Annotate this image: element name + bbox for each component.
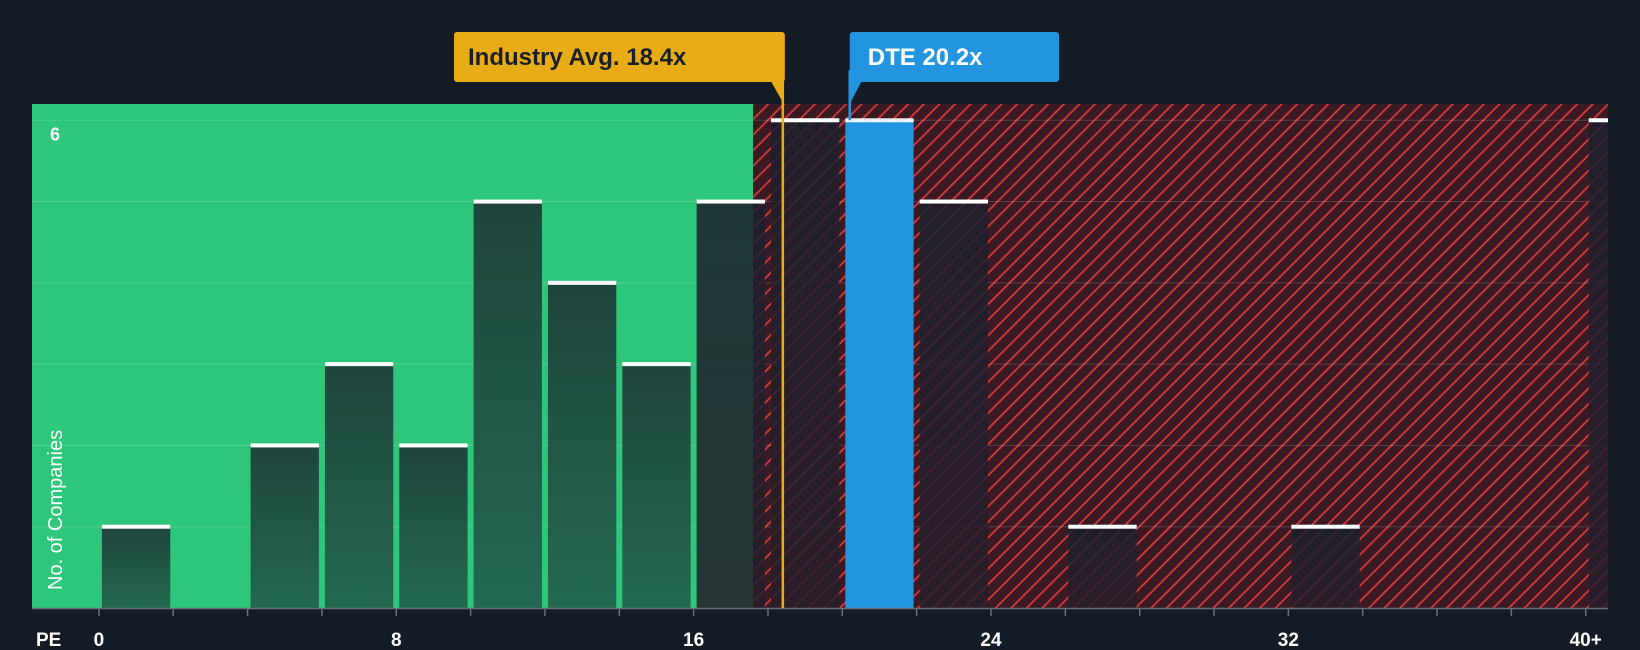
histogram-bar [1588, 120, 1608, 609]
bar-top-marker [547, 280, 617, 285]
bar-top-marker [1068, 524, 1137, 529]
bar-top-marker [1588, 118, 1608, 123]
histogram-bar [473, 201, 542, 608]
bar-top-marker [622, 362, 691, 367]
company-bar [845, 120, 914, 609]
bar-top-marker [696, 199, 765, 204]
histogram-bar [324, 364, 394, 608]
bar-top-marker [101, 524, 171, 529]
histogram-bar [770, 120, 840, 609]
y-axis-label: No. of Companies [45, 430, 67, 590]
x-tick-label: 8 [391, 630, 402, 650]
bar-top-marker [399, 443, 468, 448]
histogram-bar [696, 201, 765, 608]
company-callout [849, 32, 1059, 82]
bar-top-marker [473, 199, 542, 204]
industry-avg-callout [454, 32, 785, 82]
company-pointer [849, 81, 862, 104]
histogram-bar [622, 364, 691, 608]
x-tick-label: 40+ [1570, 630, 1602, 650]
histogram-bar [101, 526, 171, 608]
histogram-bar [1068, 526, 1137, 608]
x-tick-label: 24 [980, 630, 1002, 650]
histogram-bar [250, 445, 319, 608]
company-label: DTE 20.2x [868, 44, 983, 71]
industry-avg-label: Industry Avg. 18.4x [468, 44, 687, 71]
x-axis-label: PE [36, 630, 61, 650]
x-tick-label: 0 [94, 630, 105, 650]
industry-avg-pointer [770, 81, 784, 104]
bar-top-marker [770, 118, 840, 123]
bar-top-marker [324, 362, 394, 367]
histogram-bar [399, 445, 468, 608]
bar-top-marker [919, 199, 988, 204]
bar-top-marker [250, 443, 319, 448]
bar-top-marker [845, 118, 914, 123]
histogram-bar [919, 201, 988, 608]
bar-top-marker [1291, 524, 1360, 529]
histogram-bar [547, 282, 617, 608]
histogram-bar [1291, 526, 1360, 608]
y-tick-label: 6 [50, 124, 60, 144]
x-tick-label: 32 [1278, 630, 1299, 650]
x-tick-label: 16 [683, 630, 704, 650]
